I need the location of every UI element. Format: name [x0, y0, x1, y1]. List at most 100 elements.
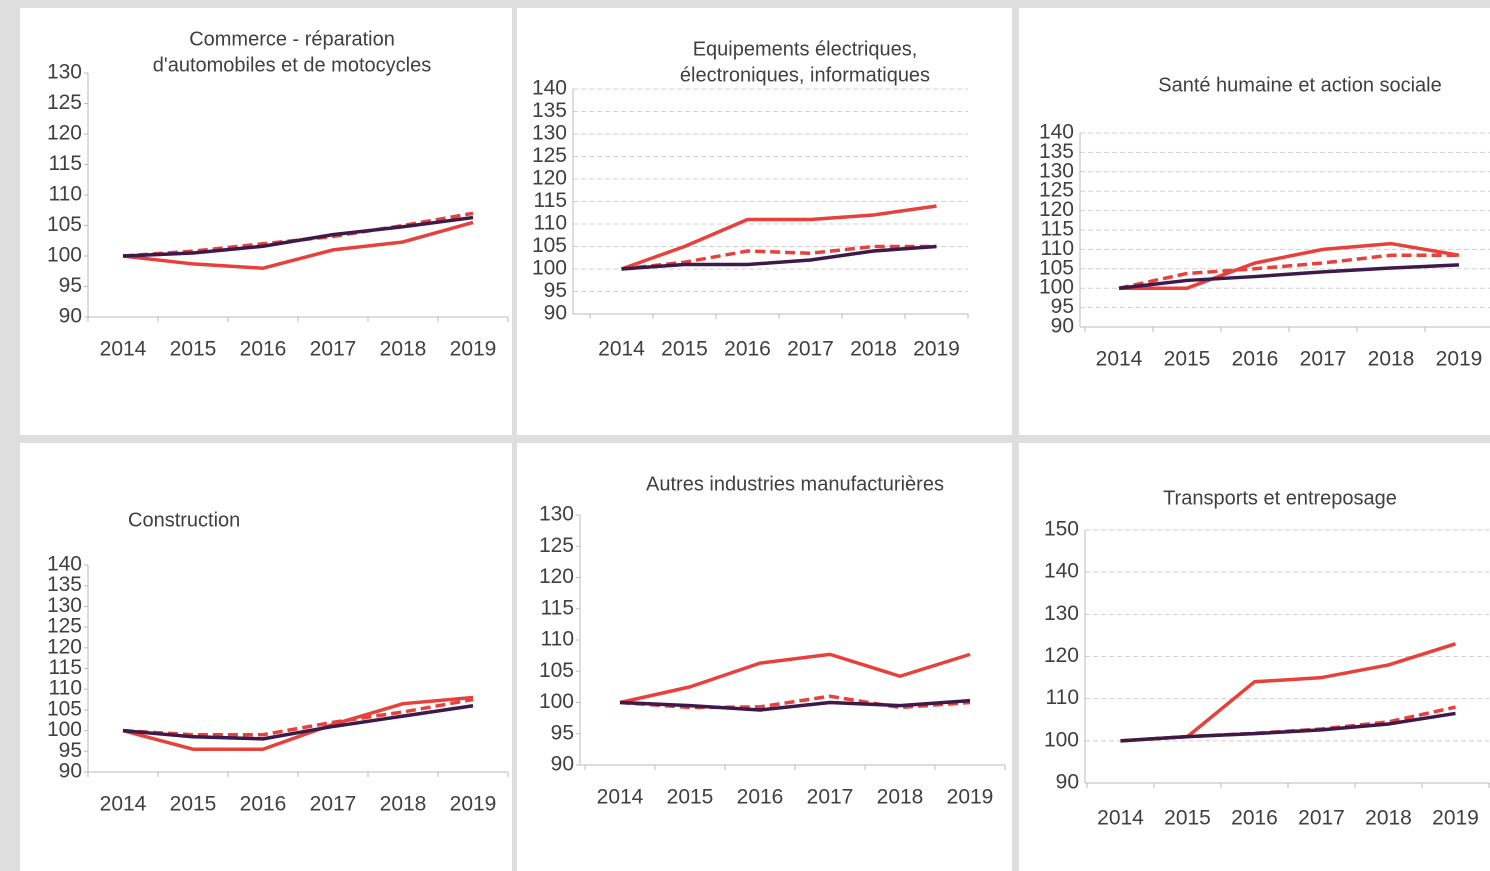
y-tick-label: 120 [47, 122, 82, 145]
y-tick-label: 110 [1041, 237, 1074, 260]
x-tick-label: 2017 [787, 338, 834, 361]
y-tick-label: 95 [544, 279, 567, 302]
x-tick-label: 2016 [240, 338, 287, 361]
chart-title: Transports et entreposage [1163, 487, 1397, 509]
y-tick-label: 100 [1044, 728, 1079, 751]
y-tick-label: 135 [47, 573, 82, 596]
y-tick-label: 105 [1039, 256, 1074, 279]
y-tick-label: 150 [1044, 518, 1079, 541]
y-tick-label: 90 [551, 753, 574, 776]
x-tick-label: 2014 [598, 338, 645, 361]
x-tick-label: 2017 [310, 793, 357, 816]
y-tick-label: 90 [59, 760, 82, 783]
x-tick-label: 2018 [380, 338, 427, 361]
series-line [122, 704, 474, 741]
y-tick-label: 90 [59, 305, 82, 328]
x-tick-label: 2014 [597, 786, 644, 809]
y-tick-label: 115 [534, 189, 567, 212]
y-tick-label: 100 [539, 690, 574, 713]
panel [20, 443, 512, 871]
y-tick-label: 110 [49, 183, 82, 206]
y-tick-label: 125 [532, 144, 567, 167]
y-tick-label: 115 [541, 596, 574, 619]
y-tick-label: 120 [532, 167, 567, 190]
x-tick-label: 2018 [1365, 807, 1412, 830]
x-tick-label: 2014 [100, 793, 147, 816]
chart-title: d'automobiles et de motocycles [153, 54, 431, 76]
chart-title: Santé humaine et action sociale [1158, 74, 1442, 96]
y-tick-label: 125 [1039, 179, 1074, 202]
x-tick-label: 2015 [1164, 807, 1211, 830]
x-tick-label: 2017 [1298, 807, 1345, 830]
y-tick-label: 120 [1044, 644, 1079, 667]
y-tick-label: 105 [47, 213, 82, 236]
x-tick-label: 2019 [913, 338, 960, 361]
chart-title: Commerce - réparation [189, 28, 395, 50]
chart-title: Autres industries manufacturières [646, 473, 944, 495]
y-tick-label: 90 [1056, 771, 1079, 794]
series-line [122, 220, 474, 270]
x-tick-label: 2019 [450, 793, 497, 816]
y-tick-label: 105 [539, 659, 574, 682]
series-line [619, 698, 971, 712]
y-tick-label: 95 [59, 739, 82, 762]
y-tick-label: 95 [1051, 295, 1074, 318]
series-line [122, 697, 474, 737]
y-tick-label: 110 [541, 628, 574, 651]
chart-title: électroniques, informatiques [680, 64, 930, 86]
y-tick-label: 115 [1041, 218, 1074, 241]
y-tick-label: 90 [1051, 315, 1074, 338]
y-tick-label: 120 [47, 635, 82, 658]
series-line [621, 244, 937, 271]
panel [517, 443, 1012, 871]
series-line [620, 204, 937, 271]
y-tick-label: 110 [49, 677, 82, 700]
x-tick-label: 2017 [1300, 348, 1347, 371]
x-tick-label: 2019 [1432, 807, 1479, 830]
series-line [621, 244, 937, 271]
x-tick-label: 2016 [1232, 348, 1279, 371]
chart-title: Construction [128, 509, 240, 531]
y-tick-label: 140 [47, 553, 82, 576]
y-tick-label: 130 [47, 594, 82, 617]
panel [1019, 8, 1490, 435]
x-tick-label: 2017 [310, 338, 357, 361]
y-tick-label: 105 [532, 234, 567, 257]
y-tick-label: 115 [49, 152, 82, 175]
y-tick-label: 125 [47, 91, 82, 114]
series-line [619, 652, 971, 705]
y-tick-label: 95 [551, 721, 574, 744]
y-tick-label: 110 [1046, 686, 1079, 709]
x-tick-label: 2019 [1436, 348, 1483, 371]
y-tick-label: 130 [532, 122, 567, 145]
y-tick-label: 135 [1039, 140, 1074, 163]
y-tick-label: 115 [49, 656, 82, 679]
x-tick-label: 2019 [450, 338, 497, 361]
y-tick-label: 95 [59, 274, 82, 297]
x-tick-label: 2017 [807, 786, 854, 809]
y-tick-label: 140 [1044, 560, 1079, 583]
y-tick-label: 100 [47, 244, 82, 267]
y-tick-label: 130 [1044, 602, 1079, 625]
y-tick-label: 120 [1039, 198, 1074, 221]
chart-title: Equipements électriques, [693, 38, 918, 60]
y-tick-label: 140 [532, 77, 567, 100]
x-tick-label: 2015 [170, 338, 217, 361]
y-tick-label: 130 [539, 503, 574, 526]
x-tick-label: 2015 [661, 338, 708, 361]
y-tick-label: 125 [47, 615, 82, 638]
x-tick-label: 2015 [1164, 348, 1211, 371]
y-tick-label: 110 [534, 212, 567, 235]
x-tick-label: 2018 [1368, 348, 1415, 371]
series-line [122, 695, 474, 751]
x-tick-label: 2018 [380, 793, 427, 816]
x-tick-label: 2014 [100, 338, 147, 361]
y-tick-label: 140 [1039, 121, 1074, 144]
y-tick-label: 90 [544, 302, 567, 325]
y-tick-label: 100 [47, 718, 82, 741]
x-tick-label: 2016 [240, 793, 287, 816]
x-tick-label: 2018 [850, 338, 897, 361]
x-tick-label: 2016 [737, 786, 784, 809]
series-line [1118, 263, 1460, 290]
